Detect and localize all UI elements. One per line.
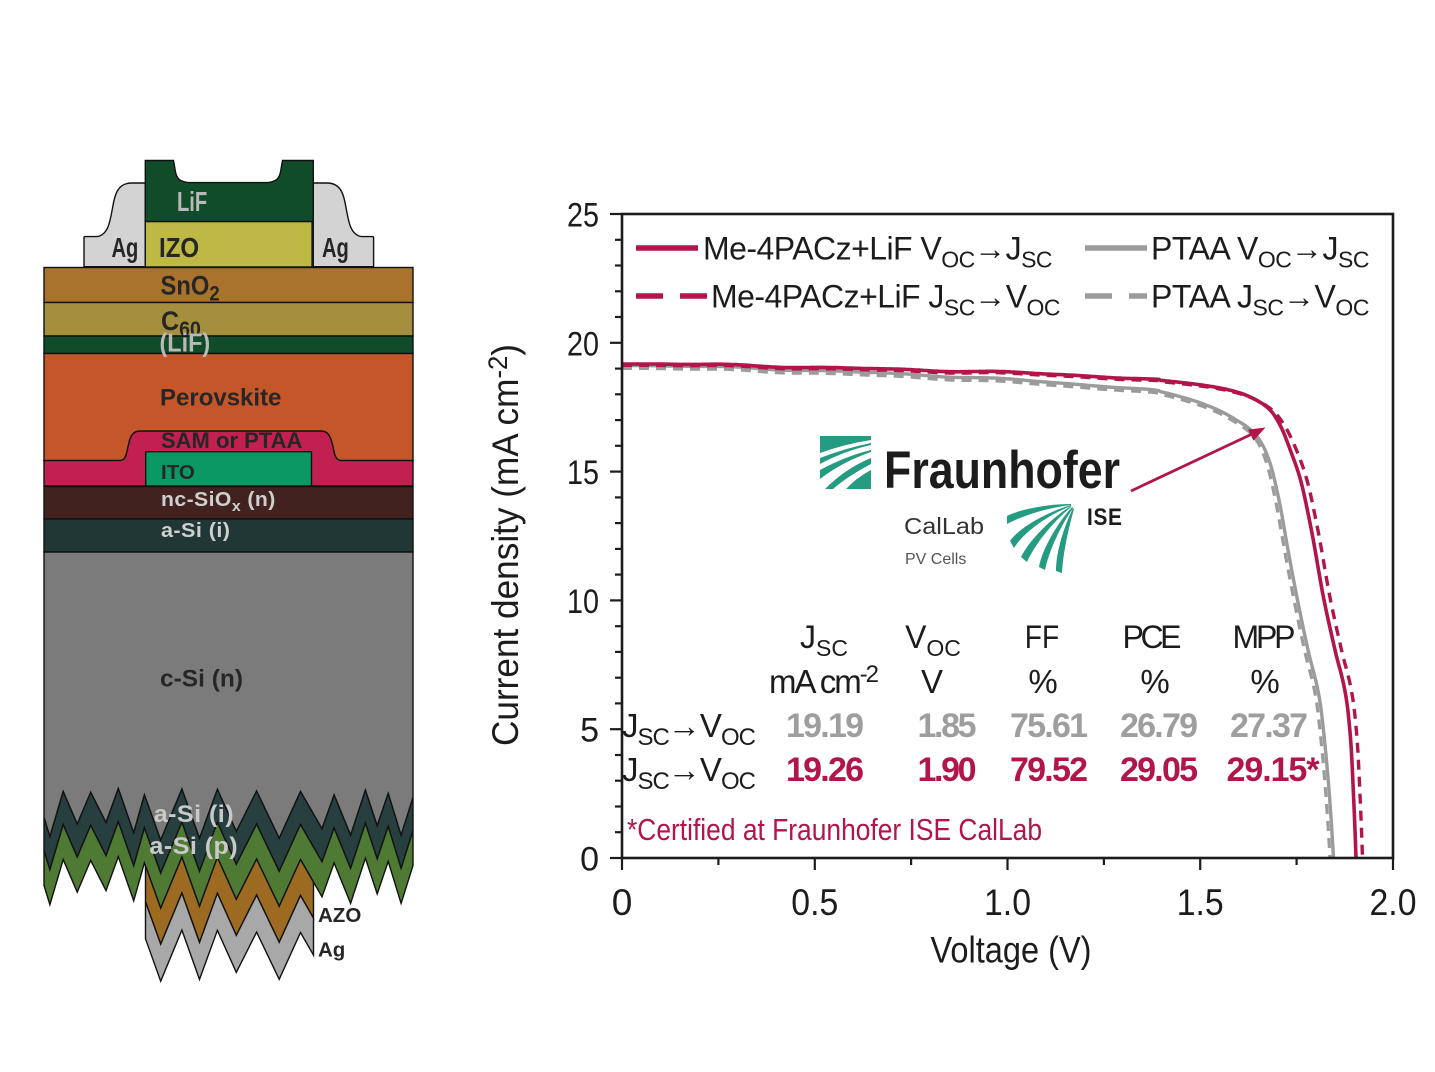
svg-text:AZO: AZO [318, 904, 361, 927]
svg-text:(LiF): (LiF) [160, 329, 211, 357]
svg-text:Me-4PACz+LiF JSC​→VOC​: Me-4PACz+LiF JSC​→VOC​ [711, 279, 1061, 321]
svg-text:Me-4PACz+LiF VOC​→JSC​: Me-4PACz+LiF VOC​→JSC​ [703, 231, 1053, 273]
svg-text:1.5: 1.5 [1177, 882, 1224, 923]
svg-text:19.19: 19.19 [786, 707, 864, 745]
svg-text:FF: FF [1025, 620, 1059, 655]
svg-text:75.61: 75.61 [1010, 707, 1088, 745]
svg-text:nc-SiOx​ (n): nc-SiOx​ (n) [161, 489, 276, 515]
svg-text:CalLab: CalLab [904, 513, 984, 539]
svg-text:%: % [1140, 663, 1169, 700]
svg-text:Ag: Ag [322, 233, 349, 264]
svg-text:2.0: 2.0 [1370, 882, 1417, 923]
svg-text:Perovskite: Perovskite [160, 385, 281, 412]
svg-text:20: 20 [567, 325, 599, 363]
svg-text:Fraunhofer: Fraunhofer [884, 441, 1120, 500]
svg-text:79.52: 79.52 [1010, 751, 1088, 789]
svg-text:26.79: 26.79 [1120, 707, 1198, 745]
svg-text:5: 5 [580, 712, 599, 750]
svg-text:29.05: 29.05 [1120, 751, 1198, 789]
svg-text:%: % [1028, 663, 1057, 700]
svg-text:29.15*: 29.15* [1227, 751, 1321, 789]
svg-text:1.90: 1.90 [918, 751, 977, 789]
svg-text:ITO: ITO [161, 461, 195, 484]
svg-text:1.85: 1.85 [918, 707, 977, 745]
svg-text:0.5: 0.5 [791, 882, 838, 923]
svg-text:V: V [921, 663, 943, 700]
svg-text:Current density (mA cm-2): Current density (mA cm-2) [483, 344, 526, 746]
svg-text:19.26: 19.26 [786, 751, 864, 789]
svg-text:%: % [1250, 663, 1279, 700]
svg-text:0: 0 [580, 841, 599, 879]
svg-text:a-Si (i): a-Si (i) [154, 802, 234, 828]
svg-text:0: 0 [612, 882, 633, 923]
svg-text:25: 25 [567, 197, 599, 235]
svg-text:*Certified at Fraunhofer ISE C: *Certified at Fraunhofer ISE CalLab [627, 812, 1042, 847]
svg-text:a-Si (p): a-Si (p) [149, 834, 238, 860]
svg-text:a-Si (i): a-Si (i) [161, 520, 230, 542]
svg-text:IZO: IZO [159, 231, 199, 263]
svg-text:Ag: Ag [318, 939, 345, 962]
svg-text:c-Si (n): c-Si (n) [160, 666, 243, 693]
svg-text:1.0: 1.0 [984, 882, 1031, 923]
svg-text:ISE: ISE [1087, 502, 1123, 530]
svg-text:PV Cells: PV Cells [905, 551, 966, 568]
svg-text:PCE: PCE [1123, 619, 1182, 655]
svg-text:27.37: 27.37 [1230, 707, 1308, 745]
svg-text:mA cm-2: mA cm-2 [769, 661, 879, 700]
svg-text:10: 10 [567, 583, 599, 621]
svg-text:Ag: Ag [112, 233, 139, 264]
svg-text:LiF: LiF [177, 187, 207, 218]
svg-text:15: 15 [567, 454, 599, 492]
svg-text:MPP: MPP [1233, 619, 1296, 655]
svg-text:SAM or PTAA: SAM or PTAA [161, 428, 302, 453]
svg-text:Voltage (V): Voltage (V) [931, 930, 1092, 971]
